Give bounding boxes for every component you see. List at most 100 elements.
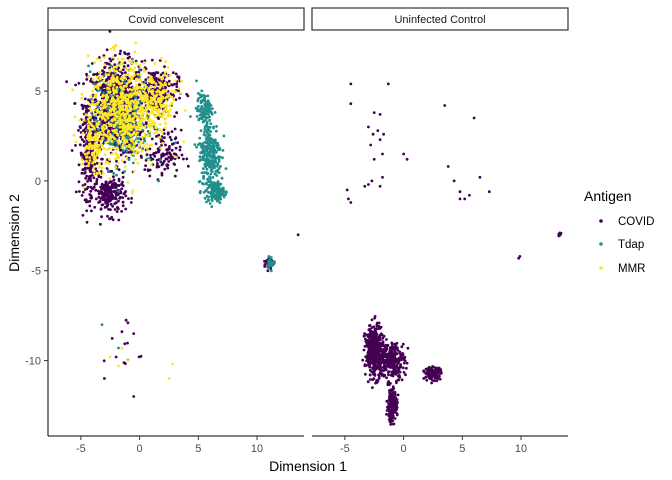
point-mmr: [165, 89, 168, 92]
point-tdap: [216, 163, 220, 167]
point-mmr: [132, 148, 136, 152]
point-mmr: [170, 102, 174, 105]
point-covid: [386, 343, 390, 347]
point-covid: [107, 207, 110, 211]
point-covid: [396, 348, 400, 352]
point-mmr: [112, 104, 116, 108]
point-mmr: [98, 114, 101, 118]
point-covid: [375, 366, 379, 370]
point-covid: [85, 78, 89, 81]
point-covid: [104, 129, 108, 133]
point-tdap: [214, 182, 218, 186]
point-mmr: [93, 113, 96, 116]
point-covid: [463, 197, 467, 201]
point-tdap: [208, 125, 212, 129]
point-covid: [90, 62, 94, 65]
point-covid: [399, 352, 403, 356]
point-mmr: [120, 346, 124, 350]
point-covid: [113, 63, 117, 66]
point-mmr: [161, 141, 165, 145]
point-mmr: [83, 152, 87, 156]
point-mmr: [109, 109, 113, 112]
point-covid: [376, 129, 380, 133]
point-covid: [89, 185, 93, 189]
point-covid: [150, 58, 154, 62]
point-covid: [163, 136, 166, 140]
point-covid: [110, 190, 114, 193]
point-mmr: [158, 135, 162, 139]
point-mmr: [92, 154, 96, 158]
point-covid: [111, 218, 115, 222]
point-mmr: [154, 82, 158, 86]
point-covid: [102, 193, 106, 197]
point-covid: [150, 137, 154, 141]
point-covid: [372, 157, 376, 161]
point-covid: [178, 148, 182, 152]
point-tdap: [221, 189, 225, 192]
point-mmr: [134, 98, 137, 102]
point-covid: [157, 133, 161, 137]
point-mmr: [105, 98, 108, 102]
point-covid: [89, 177, 92, 180]
point-covid: [96, 189, 100, 193]
point-covid: [368, 324, 372, 327]
point-mmr: [101, 116, 105, 119]
point-mmr: [146, 100, 149, 104]
point-covid: [367, 125, 370, 129]
point-tdap: [102, 91, 106, 94]
point-mmr: [128, 59, 131, 63]
point-covid: [468, 193, 471, 197]
point-covid: [178, 145, 182, 149]
point-tdap: [201, 120, 205, 124]
point-mmr: [143, 87, 147, 91]
point-covid: [92, 185, 96, 189]
point-tdap: [210, 199, 214, 203]
point-covid: [148, 147, 152, 151]
point-mmr: [130, 191, 134, 195]
point-covid: [389, 403, 392, 406]
point-tdap: [203, 106, 207, 109]
point-tdap: [138, 68, 141, 72]
point-covid: [117, 199, 120, 203]
point-mmr: [100, 145, 104, 149]
point-mmr: [88, 156, 92, 159]
point-covid: [94, 98, 97, 101]
point-mmr: [103, 127, 107, 130]
point-covid: [120, 330, 124, 334]
point-covid: [378, 360, 382, 364]
point-tdap: [200, 99, 204, 102]
point-covid: [114, 192, 118, 195]
point-mmr: [167, 377, 171, 380]
point-covid: [432, 373, 435, 377]
point-covid: [398, 370, 402, 374]
point-covid: [80, 194, 84, 197]
point-mmr: [87, 75, 90, 79]
point-tdap: [206, 179, 210, 183]
point-mmr: [107, 73, 111, 76]
point-covid: [363, 184, 367, 188]
point-mmr: [115, 75, 119, 79]
point-mmr: [103, 153, 107, 157]
point-covid: [169, 153, 173, 157]
point-covid: [390, 342, 394, 345]
point-covid: [112, 186, 116, 189]
point-mmr: [174, 155, 177, 159]
point-covid: [422, 369, 425, 373]
point-tdap: [212, 153, 215, 157]
point-covid: [401, 342, 405, 346]
point-mmr: [119, 130, 122, 134]
point-mmr: [122, 133, 125, 136]
point-covid: [129, 201, 133, 204]
point-covid: [77, 163, 81, 167]
point-mmr: [88, 159, 92, 162]
point-covid: [367, 183, 370, 186]
point-tdap: [157, 179, 161, 183]
point-mmr: [89, 94, 93, 98]
point-mmr: [150, 78, 154, 82]
point-tdap: [206, 116, 210, 120]
point-tdap: [88, 70, 92, 74]
point-covid: [366, 380, 370, 384]
point-covid: [458, 190, 462, 194]
point-covid: [379, 325, 383, 329]
point-mmr: [161, 115, 164, 119]
